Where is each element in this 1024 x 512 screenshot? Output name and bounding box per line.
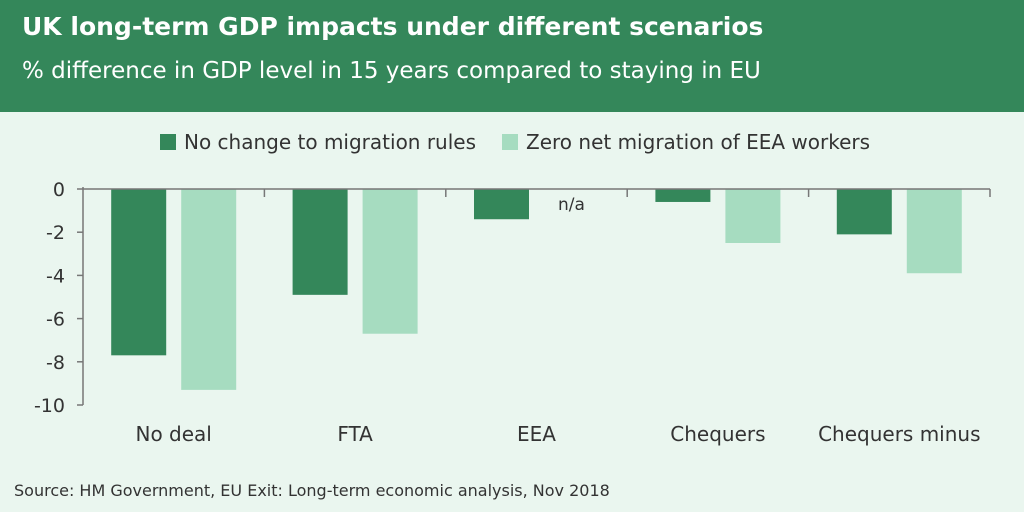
y-tick-label: -2	[46, 222, 65, 244]
na-label: n/a	[558, 195, 585, 215]
bar	[292, 189, 348, 295]
chart-legend: No change to migration rules Zero net mi…	[160, 130, 896, 154]
legend-item-series-2: Zero net migration of EEA workers	[502, 130, 870, 154]
bar	[474, 189, 529, 220]
chart-subtitle: % difference in GDP level in 15 years co…	[22, 58, 761, 84]
bar	[181, 189, 237, 390]
x-category-label: No deal	[136, 422, 212, 446]
legend-swatch-series-1	[160, 134, 176, 150]
bar	[362, 189, 418, 334]
x-category-label: Chequers	[670, 422, 765, 446]
x-category-label: Chequers minus	[818, 422, 980, 446]
legend-item-series-1: No change to migration rules	[160, 130, 476, 154]
bar	[836, 189, 892, 235]
source-note: Source: HM Government, EU Exit: Long-ter…	[14, 481, 610, 500]
bar	[725, 189, 781, 243]
chart-title: UK long-term GDP impacts under different…	[22, 12, 764, 41]
legend-swatch-series-2	[502, 134, 519, 150]
y-tick-label: -8	[46, 352, 65, 374]
bar	[906, 189, 962, 274]
legend-label-series-2: Zero net migration of EEA workers	[526, 130, 871, 154]
y-tick-label: 0	[53, 179, 65, 201]
x-category-label: EEA	[517, 422, 556, 446]
bar	[111, 189, 167, 356]
x-category-label: FTA	[337, 422, 373, 446]
chart-header: UK long-term GDP impacts under different…	[0, 0, 1024, 112]
legend-label-series-1: No change to migration rules	[184, 130, 477, 154]
y-tick-label: -4	[46, 265, 65, 287]
y-tick-label: -6	[46, 309, 65, 331]
bar	[655, 189, 711, 202]
y-tick-label: -10	[34, 395, 65, 417]
